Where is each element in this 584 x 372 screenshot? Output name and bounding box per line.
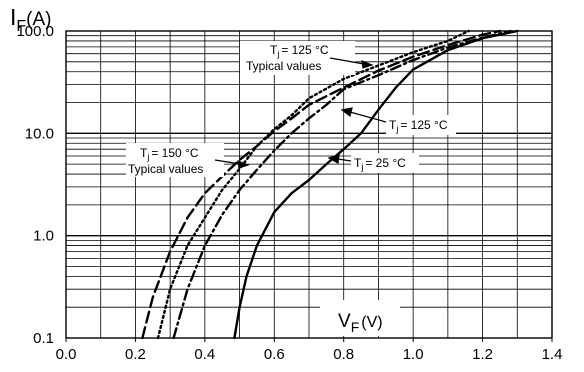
x-tick-label: 1.0 (403, 346, 424, 363)
x-tick-label: 1.2 (472, 346, 493, 363)
arrow-125-head (340, 107, 353, 118)
y-tick-label: 1.0 (33, 228, 54, 245)
label-background-25 (351, 153, 419, 173)
y-tick-label: 0.1 (33, 330, 54, 347)
x-tick-label: 0.2 (125, 346, 146, 363)
arrow-25 (337, 158, 352, 162)
plot-frame (65, 30, 553, 339)
series-label-125-typical-line2: Typical values (246, 59, 321, 73)
x-tick-label: 0.0 (56, 346, 77, 363)
x-tick-label: 0.6 (264, 346, 285, 363)
series-label-125: Tj = 125 °C (389, 118, 448, 134)
x-tick-label: 0.8 (333, 346, 354, 363)
series-line-dotted (156, 29, 470, 340)
y-axis-label: IF(A) (10, 4, 52, 35)
arrow-125-typical-head (361, 60, 374, 69)
y-tick-label: 10.0 (25, 125, 54, 142)
grid-lines (66, 30, 552, 339)
x-axis-label-background (320, 300, 400, 336)
series-label-25: Tj = 25 °C (354, 156, 406, 172)
label-arrows (214, 57, 387, 169)
x-axis-ticks: 0.0 0.2 0.4 0.6 0.8 1.0 1.2 1.4 (56, 338, 563, 363)
label-background-125 (386, 115, 456, 135)
series-label-150-typical: Tj = 150 °C (140, 146, 199, 162)
arrow-25-head (327, 154, 340, 164)
series-line-dash-dot (172, 29, 512, 340)
arrow-150-typical (214, 159, 241, 165)
series-line-long-dash (141, 29, 502, 340)
plot-border (65, 30, 553, 339)
x-tick-label: 1.4 (542, 346, 563, 363)
x-tick-label: 0.4 (194, 346, 215, 363)
arrow-125 (349, 111, 387, 123)
label-background-150-typical (126, 143, 224, 177)
arrow-125-typical (329, 57, 365, 65)
y-axis-ticks: 0.1 1.0 10.0 100.0 (16, 23, 54, 347)
series-label-150-typical-line2: Typical values (128, 162, 203, 176)
x-axis-label: VF (V) (338, 311, 383, 335)
label-background-125-typical (240, 41, 355, 75)
arrow-150-typical-head (237, 160, 250, 169)
y-tick-label: 100.0 (16, 23, 54, 40)
series-label-125-typical: Tj = 125 °C (270, 43, 329, 59)
